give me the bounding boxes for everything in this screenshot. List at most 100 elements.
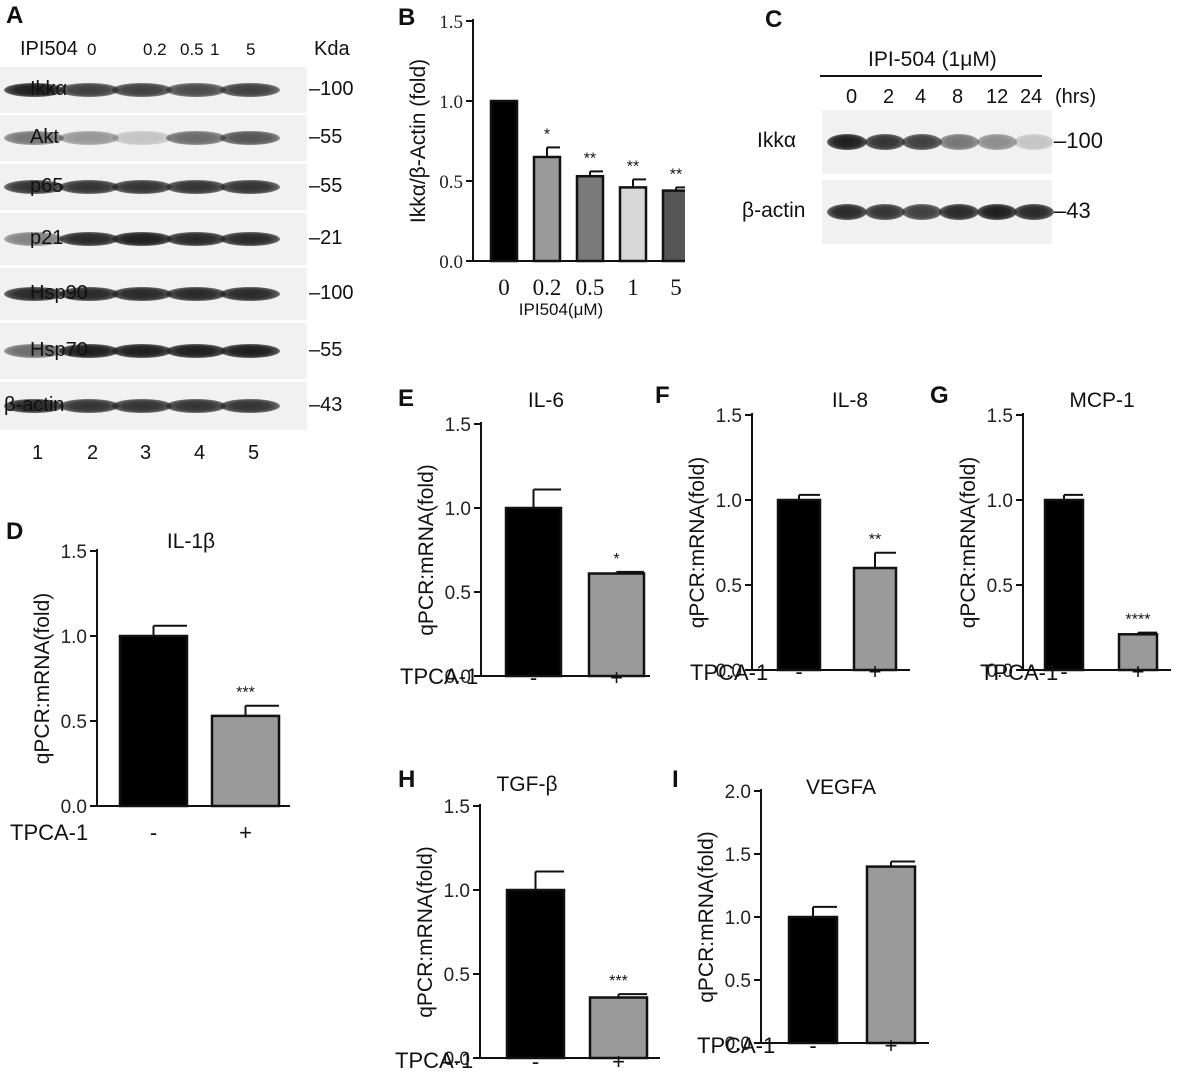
blot-a-row-label: Hsp70 [30, 339, 88, 361]
significance-marker: ** [584, 150, 596, 167]
significance-marker: ** [627, 158, 639, 175]
y-tick-label: 2.0 [725, 782, 751, 803]
category-label: 0.2 [533, 275, 562, 300]
blot-c-band [939, 134, 979, 150]
y-tick-label: 0.0 [439, 252, 463, 273]
significance-marker: * [613, 551, 619, 568]
bar [787, 915, 839, 1045]
blot-a-band [220, 83, 280, 97]
category-label: - [1060, 659, 1067, 684]
category-label: + [612, 1049, 625, 1074]
category-label: + [869, 659, 882, 684]
bar [118, 634, 189, 808]
bar [489, 99, 519, 263]
category-label: + [239, 820, 252, 845]
panel-label-f: F [655, 382, 670, 409]
significance-marker: ** [869, 532, 881, 549]
blot-c-time-label: 4 [915, 86, 927, 108]
x-axis-label: TPCA-1 [395, 1048, 473, 1073]
blot-a-band [59, 83, 119, 97]
blot-c-title-underline [820, 75, 1042, 77]
chart-title: TGF-β [496, 773, 557, 796]
blot-a-band [112, 131, 172, 145]
y-axis-label: qPCR:mRNA(fold) [414, 846, 437, 1018]
y-tick-label: 0.5 [987, 576, 1013, 597]
bar [661, 189, 685, 263]
blot-a-band [220, 131, 280, 145]
blot-a-band [4, 399, 64, 413]
y-axis-label: qPCR:mRNA(fold) [31, 593, 54, 765]
y-tick-label: 1.5 [725, 845, 751, 866]
blot-a-strip [0, 382, 307, 430]
panel-label-i: I [672, 766, 679, 793]
blot-c-band [827, 204, 867, 220]
blot-a-band [59, 232, 119, 246]
significance-marker: *** [609, 973, 628, 990]
x-axis-label: TPCA-1 [980, 660, 1058, 685]
bar [210, 714, 281, 808]
x-axis-label: IPI504(μM) [519, 300, 603, 319]
bar-chart-h: 0.0 0.5 1.0 1.5 qPCR:mRNA(fold) TGF-β - *** + TPC… [395, 773, 660, 1074]
panel-label-d: D [6, 518, 24, 545]
blot-c-band [977, 204, 1017, 220]
y-tick-label: 1.0 [445, 499, 471, 520]
y-tick-label: 0.0 [445, 667, 471, 688]
blot-a-band [166, 344, 226, 358]
blot-a-dose-label: 0 [87, 40, 97, 59]
category-label: - [795, 659, 802, 684]
bar-chart-e: 0.0 0.5 1.0 1.5 qPCR:mRNA(fold) IL-6 - * + TPCA-1 [400, 389, 650, 690]
bar [505, 888, 566, 1060]
blot-c-time-unit: (hrs) [1055, 86, 1097, 108]
blot-a-marker: –21 [309, 227, 343, 249]
blot-a-band [4, 287, 64, 301]
blot-a-strip [0, 213, 307, 265]
blot-c-band [865, 204, 905, 220]
blot-c-time-label: 12 [986, 86, 1009, 108]
blot-a-band [220, 287, 280, 301]
category-label: - [532, 1049, 539, 1074]
blot-a-band [112, 180, 172, 194]
y-tick-label: 0.5 [439, 172, 463, 193]
blot-a-strip [0, 268, 307, 320]
panel-label-a: A [6, 2, 24, 29]
category-label: + [885, 1033, 898, 1058]
blot-c-band [1014, 204, 1054, 220]
blot-a-dose-label: 1 [210, 40, 220, 59]
category-label: 0.5 [576, 275, 605, 300]
blot-a-row-label: p21 [30, 227, 64, 249]
x-axis-label: TPCA-1 [697, 1033, 775, 1058]
blot-a-marker: –43 [309, 394, 343, 416]
blot-c-strip [822, 110, 1054, 174]
blot-a-marker: –55 [309, 175, 343, 197]
x-axis-label: TPCA-1 [690, 660, 768, 685]
significance-marker: *** [236, 685, 255, 702]
blot-a-strip [0, 115, 307, 161]
blot-a-strip [0, 164, 307, 210]
y-tick-label: 0.0 [716, 661, 742, 682]
blot-a-header-label: IPI504 [20, 38, 78, 60]
blot-a-lane-number: 5 [248, 442, 260, 464]
blot-c-band [865, 134, 905, 150]
chart-title: MCP-1 [1069, 389, 1134, 412]
blot-a-row-label: p65 [30, 175, 64, 197]
blot-a-band [220, 399, 280, 413]
category-label: 5 [670, 275, 682, 300]
blot-a-band [4, 344, 64, 358]
blot-a-dose-label: 5 [246, 40, 256, 59]
y-tick-label: 0.5 [716, 576, 742, 597]
y-tick-label: 1.5 [61, 542, 87, 563]
bar [776, 498, 822, 672]
blot-a-band [166, 399, 226, 413]
chart-title: VEGFA [806, 776, 876, 799]
blot-c-row-label: Ikkα [757, 129, 796, 152]
blot-c-time-label: 8 [952, 86, 964, 108]
blot-c-band [902, 204, 942, 220]
panel-label-c: C [765, 6, 783, 33]
y-tick-label: 1.5 [444, 797, 470, 818]
blot-a-band [59, 131, 119, 145]
blot-c-band [977, 134, 1017, 150]
y-tick-label: 1.0 [444, 881, 470, 902]
category-label: 0 [498, 275, 510, 300]
blot-a-band [166, 83, 226, 97]
y-tick-label: 0.0 [444, 1049, 470, 1070]
